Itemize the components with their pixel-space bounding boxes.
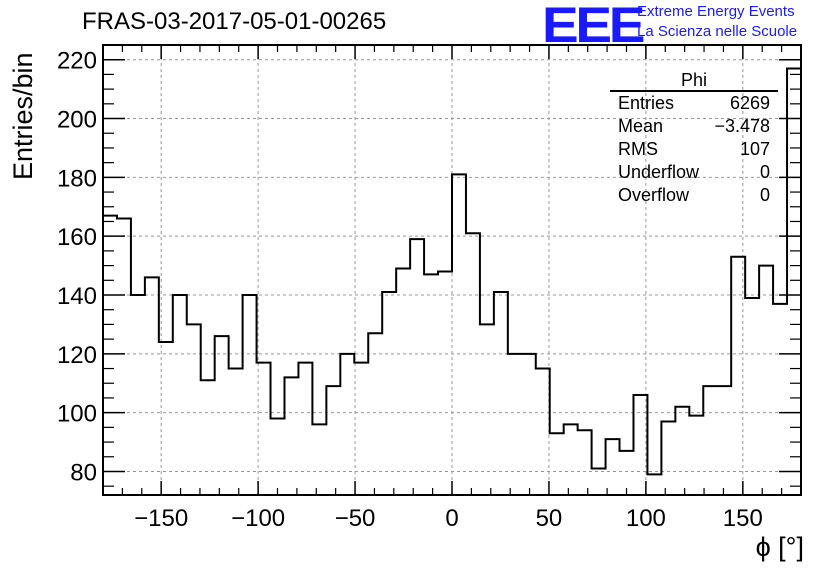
stats-value: −3.478 <box>714 116 770 136</box>
y-tick-label: 100 <box>57 401 97 428</box>
stats-box-title: Phi <box>610 70 778 92</box>
y-tick-label: 160 <box>57 224 97 251</box>
x-tick-label: 50 <box>536 505 563 532</box>
y-axis-label: Entries/bin <box>8 52 38 180</box>
stats-label: RMS <box>618 139 658 159</box>
eee-logo: EEE <box>542 0 645 53</box>
stats-label: Entries <box>618 93 675 113</box>
stats-value: 0 <box>759 185 770 205</box>
stats-value: 0 <box>759 162 770 182</box>
x-tick-label: 150 <box>723 505 763 532</box>
y-tick-label: 180 <box>57 165 97 192</box>
stats-row-underflow: Underflow 0 <box>610 161 778 184</box>
y-tick-label: 80 <box>70 459 97 486</box>
y-tick-label: 220 <box>57 48 97 75</box>
x-tick-label: −50 <box>335 505 376 532</box>
y-tick-label: 120 <box>57 342 97 369</box>
stats-value: 107 <box>739 139 770 159</box>
stats-row-mean: Mean −3.478 <box>610 115 778 138</box>
histogram-line <box>103 67 802 495</box>
x-axis-label: ϕ [°] <box>755 532 804 562</box>
y-tick-label: 140 <box>57 283 97 310</box>
stats-label: Overflow <box>618 185 690 205</box>
x-tick-label: −100 <box>231 505 285 532</box>
logo-text-line2: La Scienza nelle Scuole <box>637 23 798 40</box>
axis-ticks <box>102 44 802 495</box>
stats-box: Phi Entries 6269 Mean −3.478 RMS 107 Und… <box>610 70 778 207</box>
logo-text-line1: Extreme Energy Events <box>637 3 795 20</box>
stats-value: 6269 <box>729 93 770 113</box>
stats-row-rms: RMS 107 <box>610 138 778 161</box>
x-tick-label: 100 <box>626 505 666 532</box>
tick-labels: −150 −100 −50 0 50 100 150 80 100 120 140 160 180 200… <box>57 48 763 532</box>
x-tick-label: −150 <box>134 505 188 532</box>
stats-label: Mean <box>618 116 664 136</box>
chart-title: FRAS-03-2017-05-01-00265 <box>82 8 387 35</box>
y-tick-label: 200 <box>57 107 97 134</box>
stats-label: Underflow <box>618 162 700 182</box>
x-tick-label: 0 <box>445 505 458 532</box>
stats-row-overflow: Overflow 0 <box>610 184 778 207</box>
stats-row-entries: Entries 6269 <box>610 92 778 115</box>
